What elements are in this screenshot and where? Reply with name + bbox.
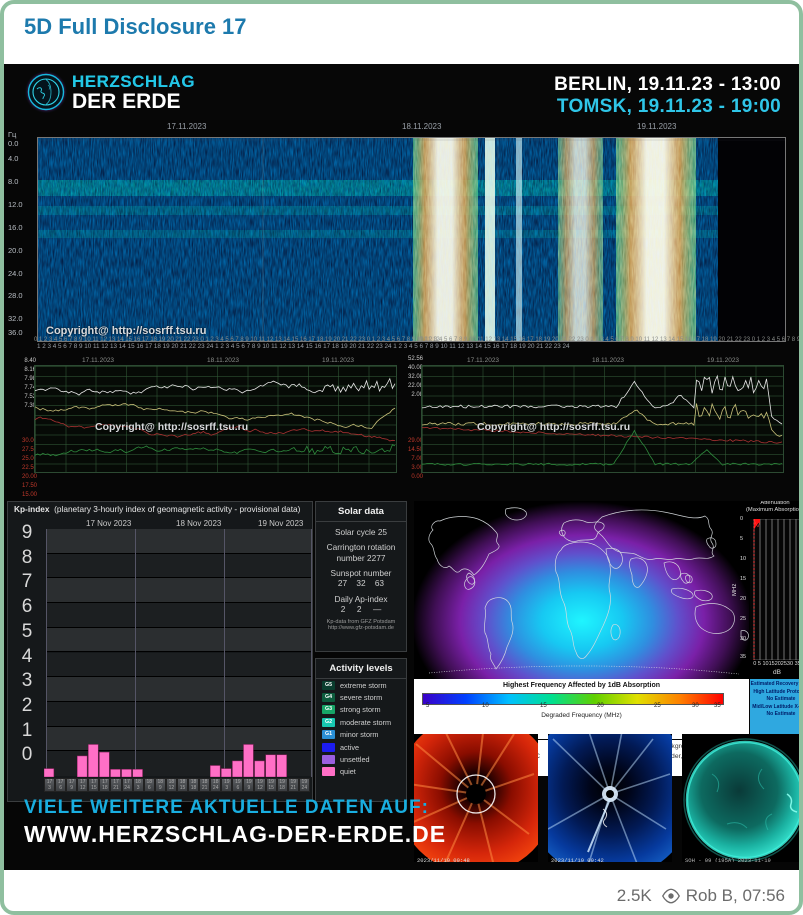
svg-text:2023/11/19 09:42: 2023/11/19 09:42 — [551, 857, 604, 862]
svg-text:SOH - 09 (195A) 2023-11-19: SOH - 09 (195A) 2023-11-19 — [685, 857, 771, 862]
svg-text:2023/11/19 09:48: 2023/11/19 09:48 — [417, 857, 470, 862]
